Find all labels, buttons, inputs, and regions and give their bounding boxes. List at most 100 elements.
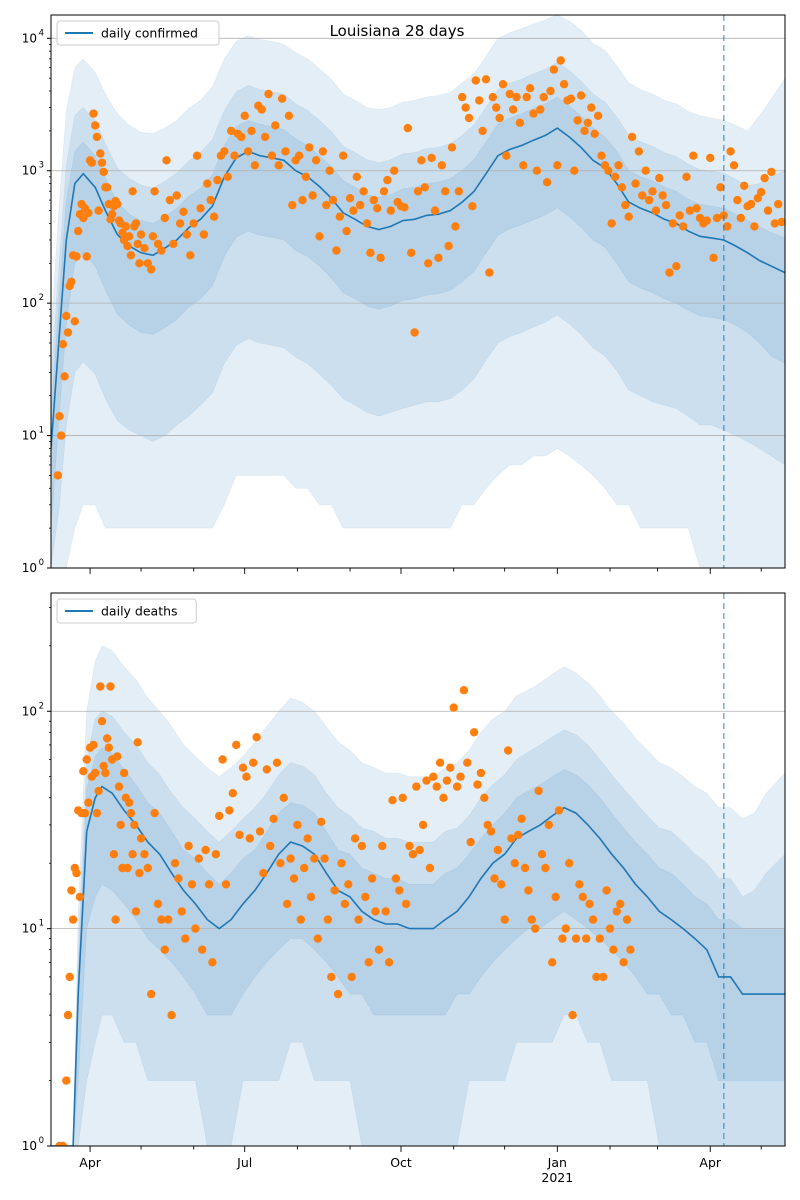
data-point [350, 834, 360, 843]
confidence-band [51, 96, 785, 529]
data-point [430, 206, 440, 215]
data-point [685, 206, 695, 215]
data-point [264, 89, 273, 99]
data-point [235, 830, 244, 840]
data-point [118, 228, 127, 237]
data-point [126, 251, 136, 260]
data-point [131, 219, 141, 228]
data-point [498, 80, 508, 89]
data-point [67, 886, 76, 895]
data-point [517, 814, 526, 823]
data-point [367, 874, 377, 883]
data-point [449, 703, 458, 712]
data-point [269, 814, 278, 823]
data-point [223, 172, 232, 181]
data-point [405, 841, 414, 851]
data-point [519, 161, 528, 170]
data-point [114, 782, 124, 791]
data-point [96, 682, 105, 691]
data-point [167, 1010, 176, 1020]
data-point [510, 859, 519, 868]
data-point [374, 945, 384, 954]
data-point [192, 151, 202, 160]
data-point [403, 123, 412, 133]
data-point [276, 859, 285, 868]
data-point [72, 252, 81, 261]
data-point [459, 686, 469, 695]
data-point [175, 219, 185, 228]
data-point [70, 317, 80, 326]
data-point [150, 808, 159, 818]
data-point [437, 161, 446, 170]
data-point [544, 820, 553, 830]
data-point [638, 191, 647, 200]
data-point [471, 76, 480, 85]
data-point [259, 868, 268, 878]
data-point [153, 239, 163, 249]
data-point [706, 153, 715, 163]
data-point [478, 126, 487, 136]
data-point [109, 850, 119, 859]
data-point [165, 195, 175, 205]
data-point [507, 834, 516, 843]
data-point [514, 830, 523, 840]
data-point [209, 212, 219, 221]
data-point [260, 132, 270, 142]
data-point [242, 772, 251, 781]
y-tick-label: 10 [22, 704, 37, 718]
data-point [177, 907, 186, 916]
data-point [72, 868, 81, 878]
y-tick-label: 10 [22, 31, 37, 45]
data-point [53, 471, 62, 480]
data-point [286, 854, 295, 863]
data-point [473, 780, 482, 789]
data-point [339, 151, 348, 160]
plot-area [51, 593, 785, 1146]
data-point [536, 105, 545, 114]
data-point [123, 241, 132, 251]
data-point [369, 195, 378, 205]
data-point [327, 972, 336, 982]
data-point [211, 850, 220, 859]
data-point [678, 222, 688, 231]
data-point [317, 817, 326, 826]
data-point [323, 915, 333, 924]
data-point [104, 743, 114, 752]
data-point [617, 183, 627, 192]
data-point [446, 763, 455, 772]
data-point [237, 132, 246, 142]
data-point [481, 75, 491, 84]
data-point [99, 167, 108, 177]
data-point [624, 212, 633, 221]
data-point [279, 793, 288, 802]
data-point [634, 147, 644, 156]
data-point [692, 204, 701, 213]
data-point [410, 328, 419, 337]
data-point [362, 219, 372, 228]
data-point [763, 206, 773, 215]
data-point [527, 915, 536, 924]
data-point [226, 126, 236, 136]
data-point [320, 854, 329, 863]
data-point [429, 772, 438, 781]
data-point [238, 763, 248, 772]
data-point [522, 92, 531, 102]
data-point [503, 746, 513, 755]
data-point [135, 259, 144, 268]
data-point [87, 158, 97, 167]
data-point [111, 915, 120, 924]
data-point [390, 166, 399, 175]
data-point [97, 158, 107, 167]
data-point [456, 772, 465, 781]
data-point [60, 372, 69, 381]
data-point [723, 222, 732, 231]
data-point [682, 172, 691, 181]
data-point [549, 65, 559, 74]
data-point [203, 179, 212, 188]
data-point [342, 226, 351, 236]
figure-title: Louisiana 28 days [330, 22, 465, 40]
data-point [357, 841, 367, 851]
data-point [631, 179, 640, 188]
data-point [373, 204, 382, 213]
confidence-band [51, 61, 785, 568]
